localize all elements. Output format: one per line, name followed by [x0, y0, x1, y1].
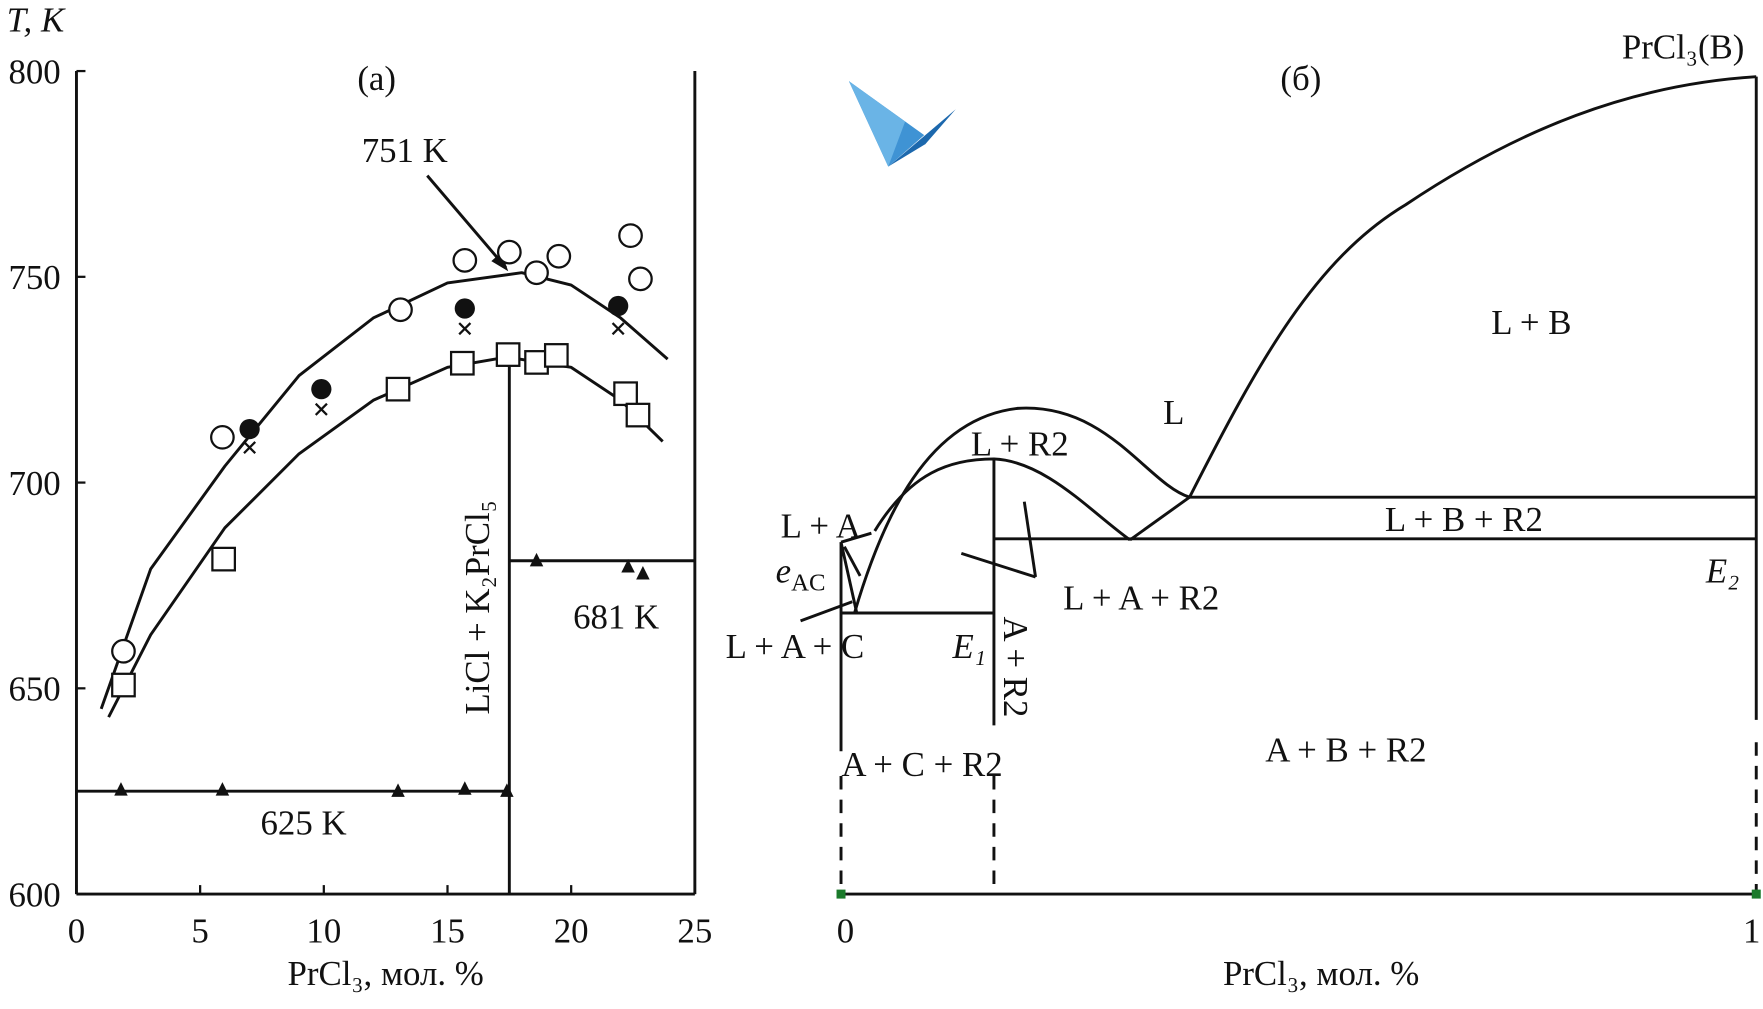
- region-label: A + B + R2: [1265, 730, 1426, 769]
- point: [111, 672, 136, 698]
- region-label: E₂: [1705, 552, 1739, 591]
- x-tick-label: 20: [554, 911, 589, 950]
- point: [625, 402, 651, 428]
- y-tick-label: 600: [8, 875, 60, 914]
- point: [391, 783, 405, 797]
- point: [628, 266, 653, 292]
- point: [239, 418, 260, 440]
- x-tick-label: 25: [677, 911, 712, 950]
- x-axis-title: PrCl₃, мол. %: [1223, 954, 1419, 993]
- point: [543, 343, 569, 368]
- annotation: LiCl + K₂PrCl₅: [458, 500, 497, 714]
- point: [611, 322, 625, 336]
- point: [621, 559, 635, 573]
- x-axis-title: PrCl₃, мол. %: [287, 954, 483, 993]
- region-label: L: [1163, 393, 1184, 432]
- eutectic-symbol: e: [776, 552, 791, 591]
- chart-title: (б): [1280, 59, 1321, 98]
- y-axis-title: T, K: [7, 1, 66, 40]
- point: [211, 546, 237, 572]
- region-label: A + R2: [996, 616, 1035, 717]
- x-tick: [1751, 889, 1761, 899]
- point: [452, 247, 478, 273]
- point: [449, 350, 475, 376]
- curve: [107, 355, 664, 718]
- y-tick-label: 800: [8, 52, 60, 91]
- point: [500, 783, 514, 797]
- region-label: PrCl₃(B): [1622, 28, 1745, 67]
- point: [385, 376, 411, 402]
- region-label: L + R2: [971, 425, 1069, 464]
- point: [495, 342, 521, 367]
- x-tick: [836, 889, 846, 899]
- point: [636, 566, 650, 580]
- point: [496, 239, 522, 265]
- x-tick-label: 1: [1743, 911, 1760, 950]
- point: [458, 322, 472, 336]
- point: [210, 424, 235, 450]
- region-label: L + A + C: [726, 627, 865, 666]
- x-tick-label: 5: [191, 911, 208, 950]
- region-label: L + B + R2: [1385, 500, 1543, 539]
- point: [243, 441, 257, 455]
- point: [111, 638, 136, 664]
- region-label: L + A + R2: [1063, 579, 1219, 618]
- point: [608, 295, 629, 317]
- point: [215, 782, 230, 796]
- annotation: 751 K: [362, 131, 448, 170]
- point: [613, 381, 638, 407]
- region-label: A + C + R2: [841, 745, 1002, 784]
- point: [529, 552, 544, 567]
- y-tick-label: 700: [8, 464, 60, 503]
- point: [454, 298, 475, 319]
- x-tick-label: 0: [837, 911, 854, 950]
- region-label: E₁: [951, 627, 985, 666]
- annotation: 681 K: [573, 598, 659, 637]
- point: [311, 379, 332, 400]
- y-tick-label: 650: [8, 670, 60, 709]
- logo: [848, 81, 956, 167]
- curve: [99, 271, 669, 710]
- annotation: 625 K: [261, 804, 347, 843]
- eutectic-sub: AC: [791, 570, 825, 597]
- region-label: L + A: [781, 507, 861, 546]
- phase-boundaries: [800, 75, 1758, 896]
- region-label: L + B: [1491, 303, 1571, 342]
- y-tick-label: 750: [8, 258, 60, 297]
- chart-title: (a): [357, 59, 396, 98]
- point: [388, 297, 413, 323]
- point: [114, 782, 128, 796]
- x-tick-label: 10: [306, 911, 341, 950]
- point: [546, 243, 572, 269]
- point: [314, 402, 328, 416]
- point: [524, 260, 549, 286]
- left-frame: [74, 71, 697, 896]
- point: [618, 223, 643, 249]
- point: [458, 781, 472, 795]
- eutectic-label: eAC: [776, 552, 826, 597]
- x-tick-label: 0: [68, 911, 85, 950]
- x-tick-label: 15: [430, 911, 465, 950]
